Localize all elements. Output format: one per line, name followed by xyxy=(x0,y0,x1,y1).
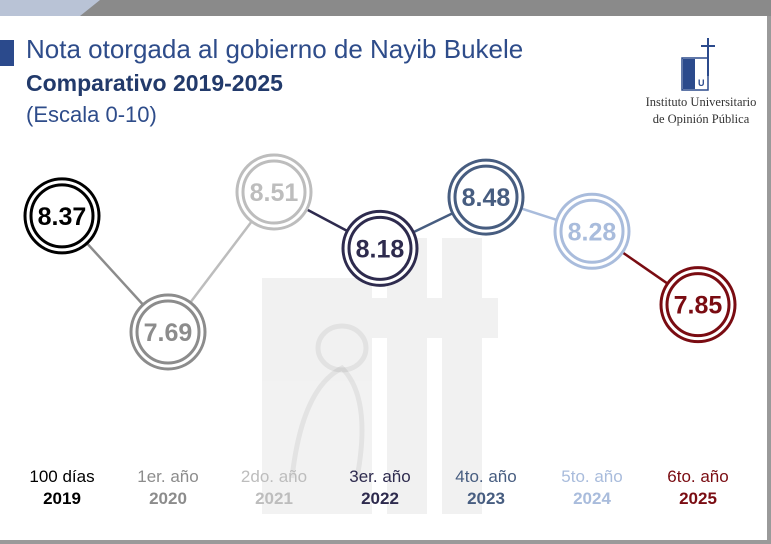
category-period-label: 4to. año xyxy=(455,467,516,486)
data-label: 8.48 xyxy=(462,184,511,212)
node-inner-ring xyxy=(665,272,731,338)
node-inner-ring xyxy=(559,198,625,264)
data-label: 7.85 xyxy=(674,292,723,320)
category-year-label: 2022 xyxy=(361,489,399,508)
category-year-label: 2021 xyxy=(255,489,293,508)
data-label: 8.37 xyxy=(38,203,87,231)
uca-watermark xyxy=(262,238,498,514)
category-year-label: 2024 xyxy=(573,489,611,508)
score-node-2024: 8.28 xyxy=(553,192,631,270)
title-accent-bar xyxy=(0,40,14,66)
category-period-label: 5to. año xyxy=(561,467,622,486)
scale-note: (Escala 0-10) xyxy=(26,102,157,127)
node-inner-ring xyxy=(135,299,201,365)
score-nodes: 8.37 7.69 8.51 8.18 8.48 8.28 7.85 xyxy=(23,153,737,371)
score-node-2025: 7.85 xyxy=(659,266,737,344)
category-period-label: 6to. año xyxy=(667,467,728,486)
institution-line-1: Instituto Universitario xyxy=(645,95,757,109)
score-node-2021: 8.51 xyxy=(235,153,313,231)
data-label: 8.51 xyxy=(250,179,299,207)
category-year-label: 2023 xyxy=(467,489,505,508)
score-node-2019: 8.37 xyxy=(23,177,101,255)
bottom-strip xyxy=(0,540,771,544)
chart-subtitle: Comparativo 2019-2025 xyxy=(26,70,283,96)
data-label: 8.28 xyxy=(568,218,617,246)
category-period-label: 2do. año xyxy=(241,467,307,486)
top-strip xyxy=(0,0,771,16)
chart-title: Nota otorgada al gobierno de Nayib Bukel… xyxy=(26,34,524,64)
score-node-2023: 8.48 xyxy=(447,158,525,236)
top-strip-accent xyxy=(0,0,100,16)
category-period-label: 1er. año xyxy=(137,467,198,486)
node-inner-ring xyxy=(241,159,307,225)
institution-name: Instituto Universitario de Opinión Públi… xyxy=(636,94,766,128)
data-label: 7.69 xyxy=(144,319,193,347)
category-year-label: 2019 xyxy=(43,489,81,508)
right-border xyxy=(767,16,771,544)
category-period-label: 100 días xyxy=(29,467,94,486)
node-inner-ring xyxy=(453,164,519,230)
score-node-2020: 7.69 xyxy=(129,293,207,371)
node-inner-ring xyxy=(29,183,95,249)
score-node-2022: 8.18 xyxy=(341,209,419,287)
institution-line-2: de Opinión Pública xyxy=(652,112,750,126)
data-label: 8.18 xyxy=(356,235,405,263)
category-year-label: 2020 xyxy=(149,489,187,508)
svg-text:U: U xyxy=(698,78,705,88)
category-period-label: 3er. año xyxy=(349,467,410,486)
category-year-label: 2025 xyxy=(679,489,717,508)
category-labels: 100 días 2019 1er. año 2020 2do. año 2021 3er.… xyxy=(29,467,728,508)
iudop-logo: U xyxy=(681,38,715,91)
node-inner-ring xyxy=(347,215,413,281)
